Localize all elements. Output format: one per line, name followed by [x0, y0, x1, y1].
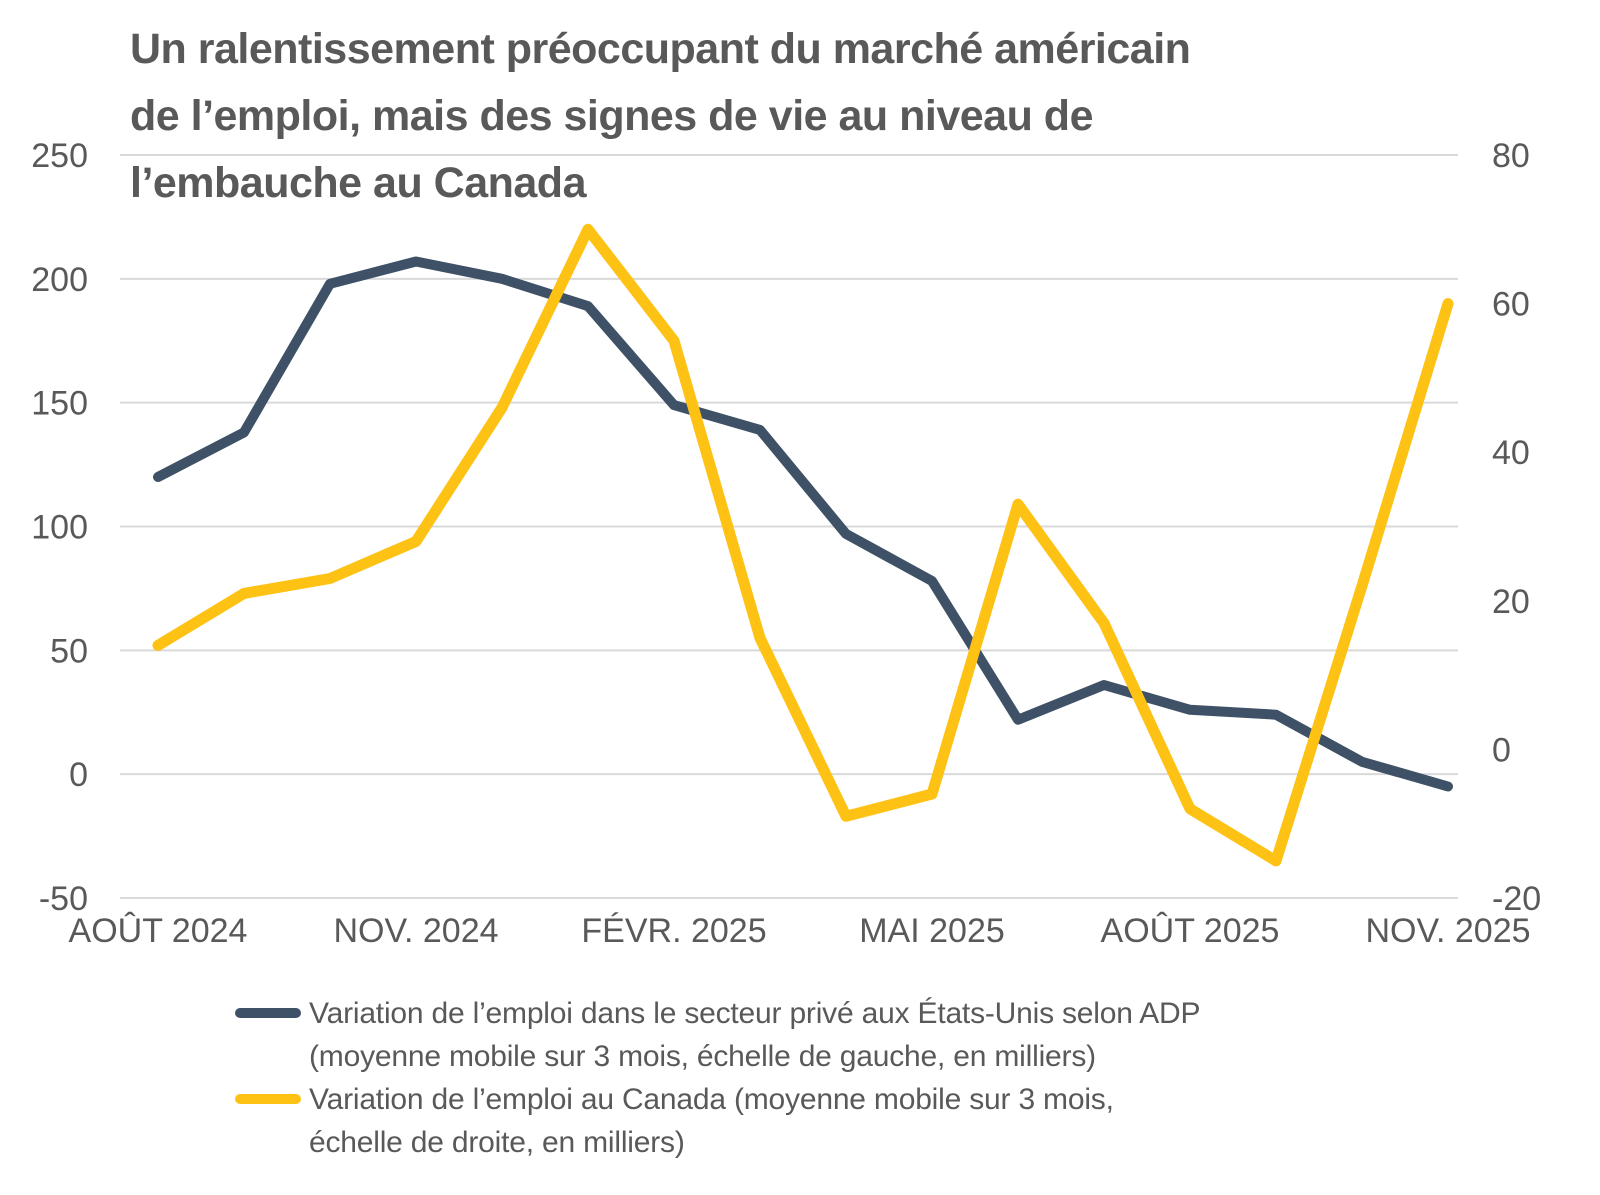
chart-title: Un ralentissement préoccupant du marché … — [130, 16, 1191, 217]
legend-item-canada: Variation de l’emploi au Canada (moyenne… — [235, 1078, 1200, 1164]
legend-label-us-line1: Variation de l’emploi dans le secteur pr… — [309, 997, 1201, 1030]
chart-title-line: l’embauche au Canada — [130, 159, 587, 207]
y-axis-right-tick-label: 80 — [1492, 137, 1530, 175]
y-axis-left-tick-label: 200 — [31, 261, 88, 299]
legend-item-us: Variation de l’emploi dans le secteur pr… — [235, 992, 1200, 1078]
y-axis-right-tick-label: 20 — [1492, 583, 1530, 621]
y-axis-left-tick-label: 50 — [50, 632, 88, 670]
x-axis-tick-label: NOV. 2025 — [1365, 912, 1530, 950]
us-adp-line-series — [153, 256, 1453, 792]
canada-line-series — [152, 223, 1454, 867]
x-axis-tick-label: NOV. 2024 — [333, 912, 498, 950]
legend-label-canada-line1: Variation de l’emploi au Canada (moyenne… — [309, 1083, 1114, 1116]
y-axis-left-tick-label: 150 — [31, 385, 88, 423]
x-axis-tick-label: FÉVR. 2025 — [581, 912, 766, 950]
chart-legend: Variation de l’emploi dans le secteur pr… — [235, 992, 1200, 1164]
x-axis-tick-label: AOÛT 2025 — [1101, 912, 1280, 950]
legend-swatch-us — [235, 1008, 301, 1018]
legend-label-canada: Variation de l’emploi au Canada (moyenne… — [309, 1078, 1114, 1164]
y-axis-right-tick-label: 0 — [1492, 731, 1511, 769]
y-axis-right-tick-label: 40 — [1492, 434, 1530, 472]
chart-title-line: Un ralentissement préoccupant du marché … — [130, 25, 1191, 73]
legend-label-us: Variation de l’emploi dans le secteur pr… — [309, 992, 1200, 1078]
chart-title-line: de l’emploi, mais des signes de vie au n… — [130, 92, 1093, 140]
y-axis-left-tick-label: 0 — [69, 756, 88, 794]
y-axis-left-tick-label: -50 — [39, 880, 88, 918]
legend-label-us-line2: (moyenne mobile sur 3 mois, échelle de g… — [309, 1040, 1096, 1073]
y-axis-right-tick-label: 60 — [1492, 286, 1530, 324]
y-axis-left-tick-label: 250 — [31, 137, 88, 175]
y-axis-left-tick-label: 100 — [31, 509, 88, 547]
legend-label-canada-line2: échelle de droite, en milliers) — [309, 1126, 685, 1159]
legend-swatch-canada — [235, 1094, 301, 1104]
x-axis-tick-label: MAI 2025 — [859, 912, 1005, 950]
x-axis-tick-label: AOÛT 2024 — [69, 912, 248, 950]
y-axis-right-tick-label: -20 — [1492, 880, 1541, 918]
